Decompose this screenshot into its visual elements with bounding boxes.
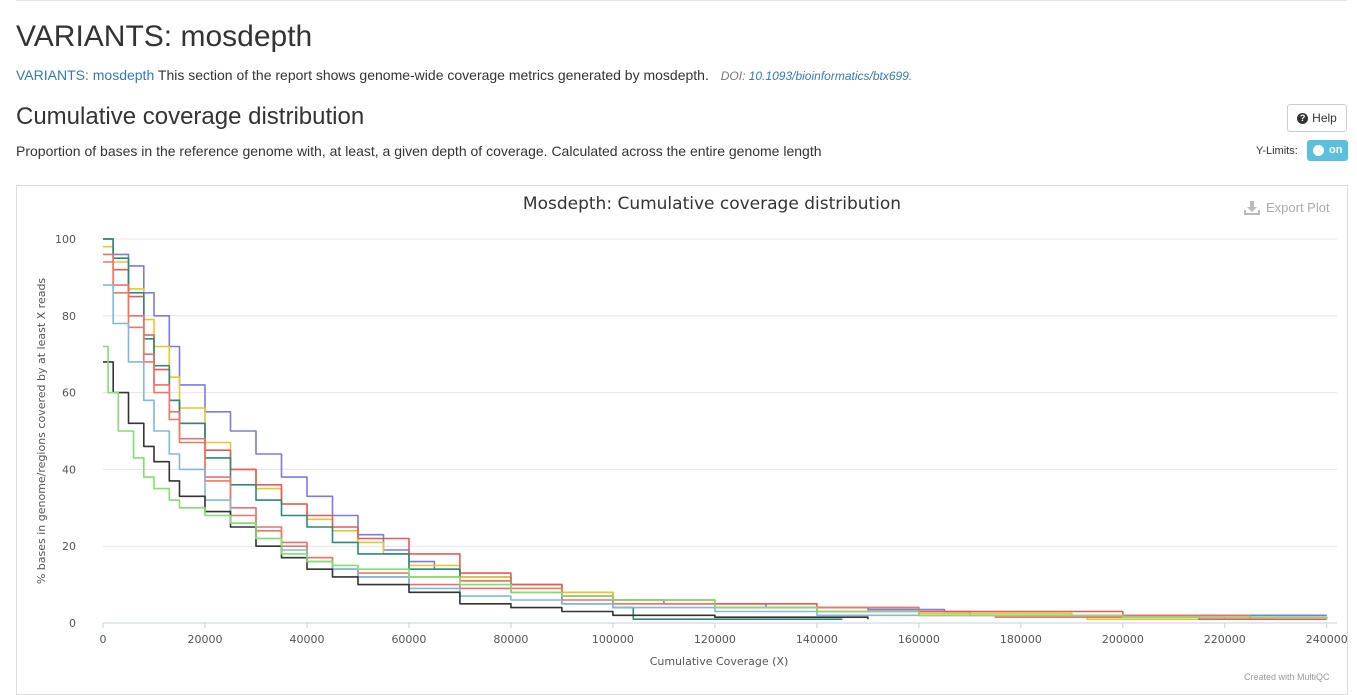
series-line-5[interactable]	[103, 253, 1252, 620]
doi-link[interactable]: 10.1093/bioinformatics/btx699.	[748, 69, 913, 83]
series-line-8[interactable]	[103, 361, 869, 620]
chart-grid	[103, 238, 1337, 624]
toggle-state-label: on	[1329, 144, 1343, 156]
y-limits-toggle[interactable]: on	[1307, 140, 1348, 161]
series-lines	[103, 238, 1328, 620]
y-tick-label: 40	[62, 463, 76, 476]
y-tick-label: 100	[55, 233, 76, 246]
intro-module-link[interactable]: VARIANTS: mosdepth	[16, 67, 155, 83]
y-tick-label: 0	[69, 617, 76, 630]
y-tick-label: 80	[62, 310, 76, 323]
y-limits-label: Y-Limits:	[1256, 145, 1298, 157]
section-title: Cumulative coverage distribution	[16, 103, 365, 130]
y-axis-title: % bases in genome/regions covered by at …	[35, 278, 48, 585]
y-tick-label: 60	[62, 387, 76, 400]
y-tick-label: 20	[62, 540, 76, 553]
series-line-4[interactable]	[103, 238, 843, 620]
series-line-3[interactable]	[103, 238, 1327, 620]
x-axis-ticks: 0 20000 40000 60000 80000 100000 120000 140000 1…	[100, 623, 1348, 646]
x-tick-label: 220000	[1204, 633, 1246, 646]
question-circle-icon: ?	[1297, 112, 1309, 124]
section-description: Proportion of bases in the reference gen…	[16, 143, 822, 159]
export-plot-button[interactable]: Export Plot	[1244, 200, 1330, 215]
x-tick-label: 120000	[694, 633, 736, 646]
x-axis-title: Cumulative Coverage (X)	[650, 655, 789, 668]
x-tick-label: 60000	[391, 633, 426, 646]
series-line-7[interactable]	[103, 284, 1328, 620]
download-icon	[1244, 200, 1260, 215]
export-plot-label: Export Plot	[1266, 200, 1330, 215]
series-line-2[interactable]	[103, 245, 1276, 620]
intro-description: This section of the report shows genome-…	[157, 67, 709, 83]
x-tick-label: 80000	[493, 633, 528, 646]
chart-title: Mosdepth: Cumulative coverage distributi…	[523, 194, 901, 214]
series-line-9[interactable]	[103, 345, 1328, 620]
help-button-label: Help	[1312, 111, 1337, 125]
x-tick-label: 200000	[1102, 633, 1144, 646]
intro-text-block: VARIANTS: mosdepth This section of the r…	[16, 66, 912, 85]
top-divider	[16, 0, 1347, 1]
series-line-1[interactable]	[103, 238, 1327, 617]
x-tick-label: 240000	[1306, 633, 1348, 646]
x-tick-label: 180000	[1000, 633, 1042, 646]
x-tick-label: 40000	[289, 633, 324, 646]
multiqc-credit: Created with MultiQC	[1244, 672, 1330, 682]
x-tick-label: 160000	[898, 633, 940, 646]
help-button[interactable]: ? Help	[1287, 104, 1347, 132]
x-tick-label: 140000	[796, 633, 838, 646]
x-tick-label: 20000	[187, 633, 222, 646]
x-tick-label: 0	[100, 633, 107, 646]
doi-block: DOI: 10.1093/bioinformatics/btx699.	[721, 69, 912, 83]
y-axis-ticks: 0 20 40 60 80 100	[55, 233, 76, 630]
page-title: VARIANTS: mosdepth	[16, 20, 313, 53]
doi-label: DOI:	[720, 69, 746, 83]
toggle-knob	[1313, 145, 1324, 156]
x-tick-label: 100000	[592, 633, 634, 646]
